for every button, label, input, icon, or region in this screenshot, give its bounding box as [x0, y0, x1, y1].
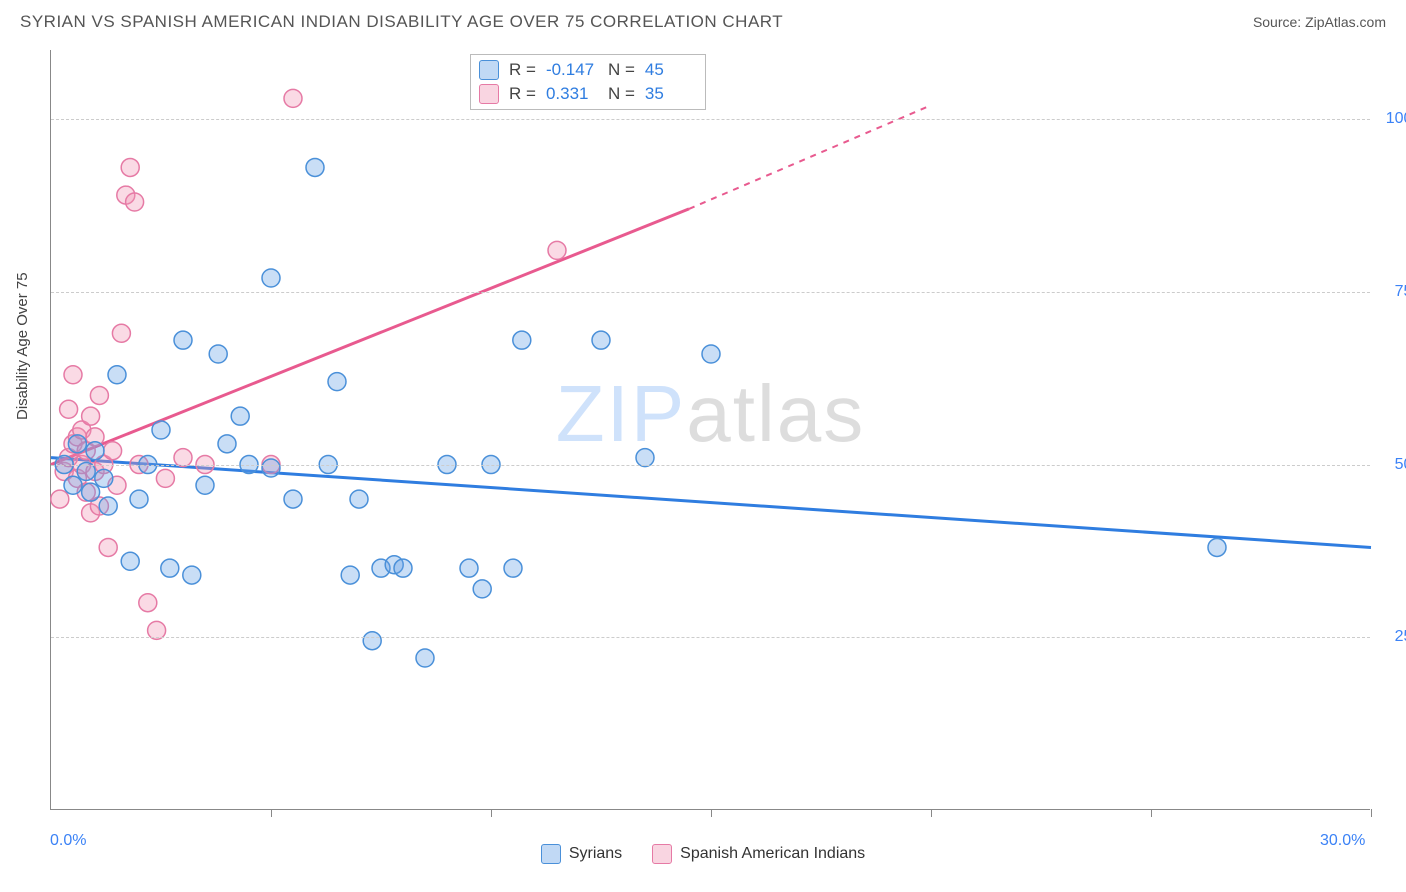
chart-container: SYRIAN VS SPANISH AMERICAN INDIAN DISABI…	[0, 0, 1406, 892]
r-value: -0.147	[546, 60, 598, 80]
data-point-syrian	[363, 632, 381, 650]
y-tick-label: 100.0%	[1386, 110, 1406, 128]
data-point-syrian	[174, 331, 192, 349]
plot-area: ZIPatlas 25.0%50.0%75.0%100.0%	[50, 50, 1370, 810]
data-point-spanish	[139, 594, 157, 612]
data-point-syrian	[95, 469, 113, 487]
x-tick	[1151, 809, 1152, 817]
title-bar: SYRIAN VS SPANISH AMERICAN INDIAN DISABI…	[20, 12, 1386, 32]
data-point-syrian	[121, 552, 139, 570]
gridline-h	[51, 292, 1370, 293]
data-point-syrian	[68, 435, 86, 453]
data-point-syrian	[86, 442, 104, 460]
data-point-syrian	[513, 331, 531, 349]
data-point-syrian	[64, 476, 82, 494]
data-point-syrian	[504, 559, 522, 577]
data-point-syrian	[130, 490, 148, 508]
data-point-spanish	[60, 400, 78, 418]
y-axis-title: Disability Age Over 75	[14, 272, 31, 420]
y-tick-label: 50.0%	[1395, 456, 1406, 474]
n-value: 35	[645, 84, 697, 104]
swatch-pink-icon	[479, 84, 499, 104]
data-point-syrian	[209, 345, 227, 363]
x-tick	[271, 809, 272, 817]
chart-title: SYRIAN VS SPANISH AMERICAN INDIAN DISABI…	[20, 12, 783, 32]
data-point-syrian	[341, 566, 359, 584]
data-point-syrian	[460, 559, 478, 577]
data-point-spanish	[126, 193, 144, 211]
gridline-h	[51, 637, 1370, 638]
gridline-h	[51, 465, 1370, 466]
data-point-syrian	[262, 459, 280, 477]
data-point-syrian	[284, 490, 302, 508]
x-tick	[931, 809, 932, 817]
data-point-syrian	[82, 483, 100, 501]
gridline-h	[51, 119, 1370, 120]
source-attribution: Source: ZipAtlas.com	[1253, 14, 1386, 30]
swatch-pink-icon	[652, 844, 672, 864]
data-point-syrian	[328, 373, 346, 391]
data-point-spanish	[64, 366, 82, 384]
data-point-syrian	[394, 559, 412, 577]
data-point-syrian	[473, 580, 491, 598]
bottom-legend: Syrians Spanish American Indians	[0, 844, 1406, 864]
n-label: N =	[608, 60, 635, 80]
legend-item: Syrians	[541, 844, 622, 864]
x-tick	[1371, 809, 1372, 817]
y-tick-label: 75.0%	[1395, 283, 1406, 301]
n-label: N =	[608, 84, 635, 104]
data-point-syrian	[196, 476, 214, 494]
data-point-spanish	[121, 158, 139, 176]
data-point-spanish	[548, 241, 566, 259]
swatch-blue-icon	[479, 60, 499, 80]
data-point-syrian	[350, 490, 368, 508]
r-value: 0.331	[546, 84, 598, 104]
data-point-syrian	[231, 407, 249, 425]
stats-legend: R = -0.147 N = 45 R = 0.331 N = 35	[470, 54, 706, 110]
data-point-spanish	[156, 469, 174, 487]
r-label: R =	[509, 84, 536, 104]
data-point-syrian	[152, 421, 170, 439]
y-tick-label: 25.0%	[1395, 628, 1406, 646]
n-value: 45	[645, 60, 697, 80]
data-point-syrian	[1208, 538, 1226, 556]
data-point-spanish	[112, 324, 130, 342]
legend-label: Syrians	[569, 845, 622, 863]
data-point-syrian	[161, 559, 179, 577]
chart-svg	[51, 50, 1370, 809]
data-point-spanish	[51, 490, 69, 508]
x-axis-min-label: 0.0%	[50, 832, 86, 850]
legend-label: Spanish American Indians	[680, 845, 865, 863]
data-point-syrian	[218, 435, 236, 453]
data-point-syrian	[306, 158, 324, 176]
data-point-spanish	[90, 386, 108, 404]
data-point-syrian	[416, 649, 434, 667]
stats-row: R = 0.331 N = 35	[479, 82, 697, 106]
data-point-syrian	[592, 331, 610, 349]
stats-row: R = -0.147 N = 45	[479, 58, 697, 82]
data-point-syrian	[262, 269, 280, 287]
x-tick	[491, 809, 492, 817]
data-point-syrian	[108, 366, 126, 384]
data-point-spanish	[82, 407, 100, 425]
r-label: R =	[509, 60, 536, 80]
data-point-spanish	[284, 89, 302, 107]
swatch-blue-icon	[541, 844, 561, 864]
x-tick	[711, 809, 712, 817]
data-point-spanish	[104, 442, 122, 460]
data-point-syrian	[99, 497, 117, 515]
data-point-syrian	[702, 345, 720, 363]
trend-line-spanish-dashed	[689, 105, 931, 209]
legend-item: Spanish American Indians	[652, 844, 865, 864]
data-point-syrian	[183, 566, 201, 584]
data-point-spanish	[99, 538, 117, 556]
x-axis-max-label: 30.0%	[1320, 832, 1365, 850]
